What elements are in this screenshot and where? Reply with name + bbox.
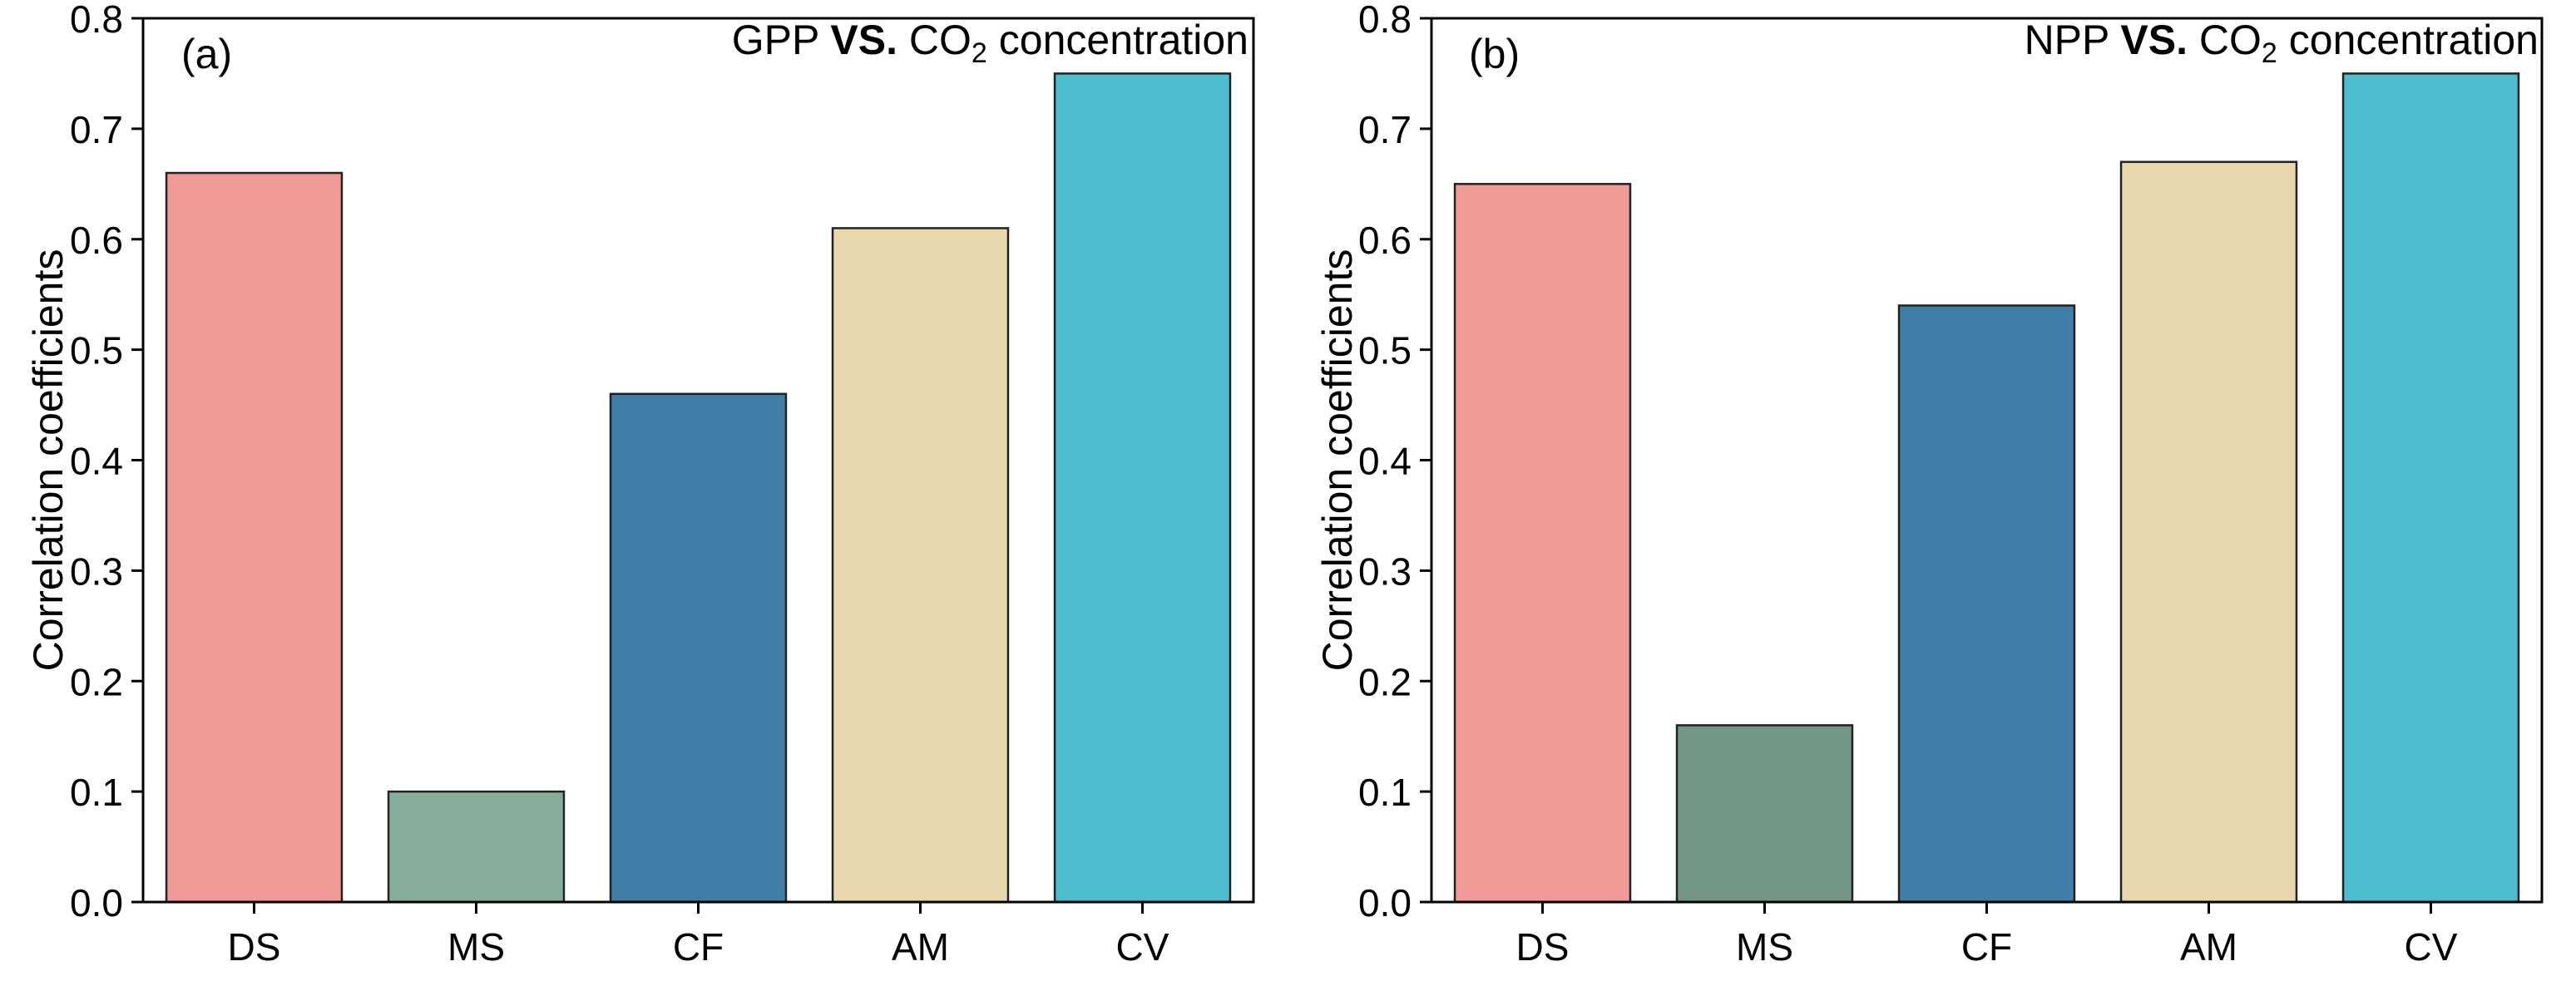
axes-frame (141, 17, 1255, 904)
panel-label: (a) (181, 31, 232, 77)
bars (1453, 72, 2520, 904)
y-tick-label: 0.0 (1358, 881, 1412, 924)
y-ticks: 0.0 0.1 0.2 0.3 0.4 0.5 0.6 0.7 0.8 (1358, 0, 1431, 924)
bar-ms (1675, 724, 1854, 904)
panel-label: (b) (1469, 31, 1520, 77)
y-tick-label: 0.0 (70, 881, 123, 924)
bar-cv (2341, 72, 2520, 904)
title-vs: VS. (830, 17, 897, 63)
y-tick-label: 0.7 (1358, 108, 1412, 151)
title-rest: concentration (999, 17, 1248, 63)
y-tick-label: 0.3 (1358, 550, 1412, 593)
x-tick-label: DS (1516, 925, 1570, 969)
title-subscript: 2 (972, 37, 987, 69)
bar-cv (1053, 72, 1232, 904)
y-tick-label: 0.2 (70, 660, 123, 703)
y-tick-label: 0.4 (70, 440, 123, 483)
y-tick-label: 0.1 (1358, 771, 1412, 814)
title-co: CO (909, 17, 972, 63)
bar-cf (609, 392, 788, 904)
y-tick-label: 0.6 (70, 219, 123, 262)
x-tick-label: CF (673, 925, 724, 969)
title-subscript: 2 (2262, 37, 2277, 69)
y-axis-label: Correlation coefficients (1314, 249, 1361, 672)
bar-am (831, 227, 1010, 904)
y-tick-label: 0.8 (70, 0, 123, 41)
x-ticks: DS MS CF AM CV (228, 902, 1169, 969)
bar-cf (1897, 304, 2076, 904)
title-rest: concentration (2289, 17, 2539, 63)
x-tick-label: MS (447, 925, 505, 969)
bar-am (2119, 160, 2298, 904)
axes-frame (1430, 17, 2544, 904)
x-ticks: DS MS CF AM CV (1516, 902, 2458, 969)
title-co: CO (2199, 17, 2262, 63)
y-tick-label: 0.6 (1358, 219, 1412, 262)
y-tick-label: 0.1 (70, 771, 123, 814)
chart-title: NPP VS. CO2 concentration (2025, 17, 2539, 69)
x-tick-label: MS (1736, 925, 1793, 969)
bars (165, 72, 1232, 904)
chart-npp-vs-co2: 0.0 0.1 0.2 0.3 0.4 0.5 0.6 0.7 0.8 DS MS CF AM CV C… (1314, 0, 2544, 969)
bar-ms (387, 790, 566, 904)
title-vs: VS. (2120, 17, 2188, 63)
x-tick-label: AM (2180, 925, 2237, 969)
y-tick-label: 0.5 (70, 329, 123, 372)
x-tick-label: CV (1116, 925, 1169, 969)
chart-title: GPP VS. CO2 concentration (732, 17, 1248, 69)
x-tick-label: CV (2405, 925, 2458, 969)
y-tick-label: 0.2 (1358, 660, 1412, 703)
y-tick-label: 0.5 (1358, 329, 1412, 372)
x-tick-label: DS (228, 925, 281, 969)
chart-gpp-vs-co2: 0.0 0.1 0.2 0.3 0.4 0.5 0.6 0.7 0.8 DS MS CF AM CV C… (25, 0, 1255, 969)
bar-ds (165, 171, 344, 904)
title-main: NPP (2025, 17, 2109, 63)
y-tick-label: 0.3 (70, 550, 123, 593)
y-axis-label: Correlation coefficients (25, 249, 72, 672)
y-tick-label: 0.7 (70, 108, 123, 151)
y-tick-label: 0.4 (1358, 440, 1412, 483)
y-tick-label: 0.8 (1358, 0, 1412, 41)
x-tick-label: AM (892, 925, 949, 969)
y-ticks: 0.0 0.1 0.2 0.3 0.4 0.5 0.6 0.7 0.8 (70, 0, 143, 924)
title-main: GPP (732, 17, 819, 63)
x-tick-label: CF (1961, 925, 2012, 969)
bar-ds (1453, 183, 1632, 904)
